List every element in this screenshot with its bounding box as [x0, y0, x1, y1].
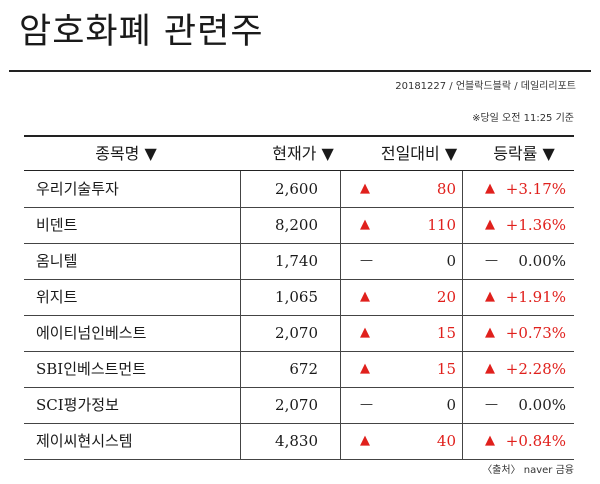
change-rate: 0.00% [518, 252, 566, 270]
current-price: 2,600 [275, 180, 318, 198]
price-change: 20 [436, 288, 456, 306]
price-change: 40 [436, 432, 456, 450]
up-triangle-icon: ▲ [360, 217, 370, 232]
byline: 20181227 / 언블락드블락 / 데일리리포트 [395, 81, 576, 92]
column-divider [340, 171, 341, 459]
column-divider [462, 171, 463, 459]
stock-name: 우리기술투자 [36, 180, 119, 198]
stock-name: 옴니텔 [36, 252, 78, 270]
table-row[interactable]: SBI인베스트먼트 672 ▲ 15 ▲ +2.28% [24, 351, 574, 388]
stock-name: SCI평가정보 [36, 396, 119, 414]
change-rate: +0.73% [505, 324, 566, 342]
column-divider [240, 171, 241, 459]
flat-dash-icon: — [485, 253, 498, 268]
price-change: 15 [436, 360, 456, 378]
up-triangle-icon: ▲ [485, 433, 495, 448]
up-triangle-icon: ▲ [360, 361, 370, 376]
up-triangle-icon: ▲ [485, 289, 495, 304]
stock-name: 위지트 [36, 288, 78, 306]
up-triangle-icon: ▲ [485, 361, 495, 376]
up-triangle-icon: ▲ [485, 217, 495, 232]
table-row[interactable]: 옴니텔 1,740 — 0 — 0.00% [24, 243, 574, 280]
table-top-rule [24, 135, 574, 137]
table-row[interactable]: 제이씨현시스템 4,830 ▲ 40 ▲ +0.84% [24, 423, 574, 460]
table-row[interactable]: 우리기술투자 2,600 ▲ 80 ▲ +3.17% [24, 171, 574, 208]
current-price: 4,830 [275, 432, 318, 450]
change-rate: +1.36% [505, 216, 566, 234]
column-header-name[interactable]: 종목명 ▼ [95, 144, 157, 163]
price-change: 80 [436, 180, 456, 198]
timestamp-note: ※당일 오전 11:25 기준 [472, 113, 574, 124]
price-change: 110 [427, 216, 456, 234]
source-note: 〈출처〉 naver 금융 [482, 465, 574, 476]
table-row[interactable]: 비덴트 8,200 ▲ 110 ▲ +1.36% [24, 207, 574, 244]
stock-name: SBI인베스트먼트 [36, 360, 147, 378]
price-change: 0 [446, 396, 456, 414]
column-header-rate[interactable]: 등락률 ▼ [493, 144, 555, 163]
current-price: 1,065 [275, 288, 318, 306]
page-title: 암호화폐 관련주 [19, 12, 264, 52]
table-row[interactable]: SCI평가정보 2,070 — 0 — 0.00% [24, 387, 574, 424]
stock-name: 에이티넘인베스트 [36, 324, 147, 342]
up-triangle-icon: ▲ [485, 181, 495, 196]
column-header-change[interactable]: 전일대비 ▼ [380, 144, 458, 163]
header-divider [24, 170, 574, 171]
stock-name: 비덴트 [36, 216, 78, 234]
title-divider [9, 70, 591, 72]
stock-name: 제이씨현시스템 [36, 432, 133, 450]
change-rate: +1.91% [505, 288, 566, 306]
current-price: 1,740 [275, 252, 318, 270]
current-price: 8,200 [275, 216, 318, 234]
price-change: 0 [446, 252, 456, 270]
change-rate: 0.00% [518, 396, 566, 414]
current-price: 2,070 [275, 324, 318, 342]
table-row[interactable]: 에이티넘인베스트 2,070 ▲ 15 ▲ +0.73% [24, 315, 574, 352]
price-change: 15 [436, 324, 456, 342]
change-rate: +2.28% [505, 360, 566, 378]
up-triangle-icon: ▲ [360, 325, 370, 340]
up-triangle-icon: ▲ [360, 433, 370, 448]
current-price: 672 [289, 360, 318, 378]
table-row[interactable]: 위지트 1,065 ▲ 20 ▲ +1.91% [24, 279, 574, 316]
change-rate: +0.84% [505, 432, 566, 450]
flat-dash-icon: — [360, 397, 373, 412]
change-rate: +3.17% [505, 180, 566, 198]
up-triangle-icon: ▲ [360, 181, 370, 196]
column-header-price[interactable]: 현재가 ▼ [272, 144, 334, 163]
table-header: 종목명 ▼ 현재가 ▼ 전일대비 ▼ 등락률 ▼ [24, 137, 574, 170]
current-price: 2,070 [275, 396, 318, 414]
flat-dash-icon: — [485, 397, 498, 412]
up-triangle-icon: ▲ [485, 325, 495, 340]
flat-dash-icon: — [360, 253, 373, 268]
up-triangle-icon: ▲ [360, 289, 370, 304]
